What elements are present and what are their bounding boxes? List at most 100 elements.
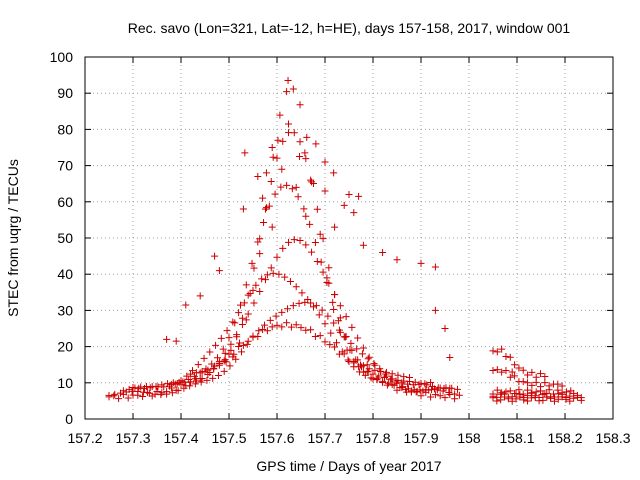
data-point (295, 299, 303, 307)
data-point (321, 338, 329, 346)
data-point (377, 367, 385, 375)
data-point (272, 312, 280, 320)
data-point (194, 361, 202, 369)
data-point (213, 354, 221, 362)
data-point (235, 309, 243, 317)
grid-lines (85, 57, 613, 419)
data-point (537, 383, 545, 391)
y-tick-label: 70 (57, 158, 73, 174)
data-point (256, 250, 264, 258)
data-point (271, 190, 279, 198)
data-point (431, 391, 439, 399)
data-point (180, 384, 188, 392)
data-point (302, 241, 310, 249)
data-point (187, 370, 195, 378)
data-point (511, 361, 519, 369)
data-point (359, 344, 367, 352)
data-point (427, 393, 435, 401)
data-point (210, 364, 218, 372)
data-point (453, 385, 461, 393)
data-point (511, 372, 519, 380)
data-point (528, 381, 536, 389)
data-point (197, 378, 205, 386)
data-point (434, 384, 442, 392)
data-point (311, 333, 319, 341)
data-point (275, 270, 283, 278)
data-point (451, 390, 459, 398)
x-tick-label: 157.9 (403, 430, 438, 446)
x-tick-label: 157.5 (211, 430, 246, 446)
data-point (528, 368, 536, 376)
data-point (290, 129, 298, 137)
data-point (429, 382, 437, 390)
data-point (399, 383, 407, 391)
data-point (311, 238, 319, 246)
y-tick-label: 40 (57, 266, 73, 282)
data-point (119, 387, 127, 395)
data-point (323, 274, 331, 282)
data-point (301, 298, 309, 306)
data-point (276, 111, 284, 119)
data-point (259, 194, 267, 202)
data-point (239, 341, 247, 349)
data-point (567, 387, 575, 395)
data-point (168, 389, 176, 397)
data-point (139, 392, 147, 400)
data-point (400, 373, 408, 381)
data-point (285, 238, 293, 246)
data-point (367, 374, 375, 382)
y-tick-label: 90 (57, 85, 73, 101)
data-point (307, 326, 315, 334)
data-point (267, 177, 275, 185)
data-point (192, 377, 200, 385)
data-point (545, 382, 553, 390)
data-point (338, 348, 346, 356)
data-point (386, 375, 394, 383)
x-tick-label: 158.3 (595, 430, 630, 446)
y-tick-label: 20 (57, 339, 73, 355)
x-tick-label: 157.7 (307, 430, 342, 446)
data-point (242, 281, 250, 289)
data-point (532, 373, 540, 381)
data-point (226, 362, 234, 370)
data-point (244, 310, 252, 318)
data-point (241, 149, 249, 157)
data-point (330, 305, 338, 313)
data-point (243, 340, 251, 348)
data-point (249, 333, 257, 341)
data-point (506, 387, 514, 395)
data-point (220, 367, 228, 375)
data-point (324, 312, 332, 320)
data-point (221, 349, 229, 357)
data-point (566, 392, 574, 400)
data-point (541, 372, 549, 380)
data-point (390, 381, 398, 389)
data-point (524, 371, 532, 379)
data-point (294, 193, 302, 201)
data-point (524, 386, 532, 394)
data-point (215, 267, 223, 275)
data-point (186, 382, 194, 390)
data-point (286, 277, 294, 285)
data-point (223, 327, 231, 335)
data-point (284, 305, 292, 313)
data-point (535, 394, 543, 402)
data-point (297, 324, 305, 332)
data-point (179, 378, 187, 386)
y-tick-label: 80 (57, 121, 73, 137)
data-point (532, 388, 540, 396)
data-point (396, 384, 404, 392)
data-point (267, 264, 275, 272)
data-point (353, 345, 361, 353)
data-point (273, 321, 281, 329)
data-point (431, 306, 439, 314)
data-point (541, 379, 549, 387)
data-point (354, 334, 362, 342)
data-point (237, 301, 245, 309)
data-point (296, 138, 304, 146)
data-point (229, 353, 237, 361)
data-point (290, 236, 298, 244)
data-point (398, 379, 406, 387)
data-point (524, 379, 532, 387)
data-point (373, 376, 381, 384)
